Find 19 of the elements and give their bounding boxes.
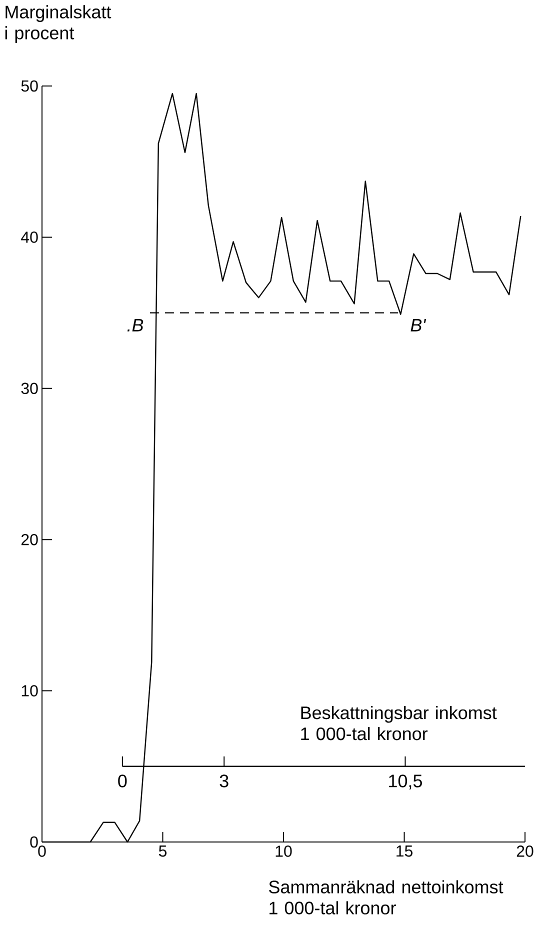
x-tick-label: 20 [516, 846, 534, 857]
y-tick-label: 50 [21, 80, 38, 92]
x-axis-title: Sammanräknad nettoinkomst 1 000-tal kronor [269, 880, 504, 914]
annotation: Beskattningsbar inkomst 1 000-tal kronor [301, 706, 497, 740]
y-tick-label: 30 [21, 382, 38, 394]
y-tick-label: 10 [22, 685, 38, 696]
y-tick-label: 0 [30, 836, 38, 848]
y-tick-label: 20 [21, 534, 38, 546]
y-tick-label: 40 [21, 232, 38, 243]
x-tick-label: 5 [158, 846, 167, 857]
annotation: .B [127, 318, 144, 332]
x-tick-label: 10 [276, 846, 292, 857]
y-axis-title: Marginalskatt i procent [5, 5, 112, 43]
annotation: 0 [118, 774, 127, 788]
annotation: 3 [220, 774, 228, 788]
annotation: 10,5 [389, 774, 422, 790]
x-tick-label: 15 [396, 846, 412, 857]
x-tick-label: 0 [38, 846, 46, 857]
annotation: B' [410, 318, 426, 332]
